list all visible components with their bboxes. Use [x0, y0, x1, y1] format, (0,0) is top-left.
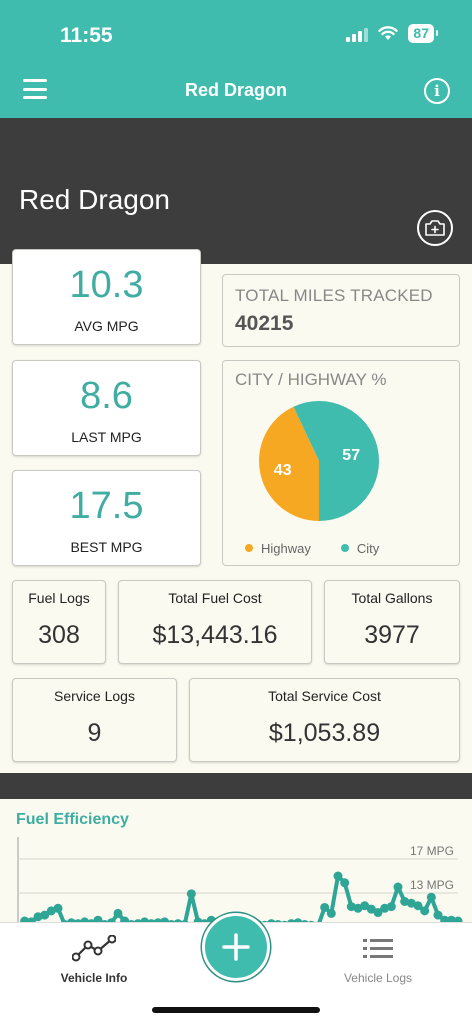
total-gallons-value: 3977: [364, 621, 420, 649]
best-mpg-label: BEST MPG: [70, 539, 143, 555]
data-point: [340, 878, 350, 888]
data-point: [113, 908, 123, 918]
total-miles-value: 40215: [235, 312, 294, 335]
total-gallons-card: Total Gallons 3977: [324, 580, 460, 664]
data-point: [366, 904, 376, 914]
y-tick-label: 13 MPG: [410, 878, 454, 892]
status-time: 11:55: [60, 24, 113, 47]
best-mpg-card: 17.5 BEST MPG: [12, 470, 201, 566]
menu-button[interactable]: [23, 79, 47, 99]
cellular-signal-icon: [346, 26, 369, 42]
section-divider: [0, 773, 472, 799]
line-chart-icon: [72, 935, 116, 962]
city-highway-pie-chart: 43 57: [259, 401, 379, 521]
data-point: [53, 903, 63, 913]
data-point: [120, 916, 130, 923]
pie-slice-highway: [259, 406, 319, 521]
data-point: [373, 908, 383, 918]
list-icon: [363, 939, 393, 958]
service-logs-label: Service Logs: [54, 688, 135, 704]
app-header: [0, 0, 472, 118]
data-point: [320, 902, 330, 912]
service-logs-value: 9: [87, 719, 102, 747]
total-gallons-label: Total Gallons: [351, 590, 433, 606]
total-fuel-cost-card: Total Fuel Cost $13,443.16: [118, 580, 312, 664]
data-point: [326, 908, 336, 918]
data-point: [106, 918, 116, 923]
pie-label-highway: 43: [274, 462, 292, 479]
data-point: [26, 917, 36, 923]
fuel-efficiency-section: 17 MPG 13 MPG Fuel Efficiency: [0, 799, 472, 923]
data-point: [453, 916, 463, 923]
data-point: [420, 906, 430, 916]
data-point: [440, 915, 450, 923]
data-point: [140, 917, 150, 923]
avg-mpg-label: AVG MPG: [74, 318, 139, 334]
data-point: [333, 871, 343, 881]
data-point: [393, 882, 403, 892]
pie-label-city: 57: [342, 447, 360, 464]
best-mpg-value: 17.5: [69, 485, 144, 527]
city-highway-card: CITY / HIGHWAY % 43 57 Highway City: [222, 360, 460, 566]
total-fuel-cost-label: Total Fuel Cost: [168, 590, 262, 606]
data-point: [186, 889, 196, 899]
battery-indicator: 87: [408, 24, 438, 43]
status-indicators: 87: [346, 24, 438, 43]
avg-mpg-value: 10.3: [69, 264, 144, 306]
tab-vehicle-info[interactable]: Vehicle Info: [34, 935, 154, 985]
y-tick-label: 17 MPG: [410, 844, 454, 858]
data-point: [93, 915, 103, 923]
plus-icon: [222, 933, 250, 961]
pie-chart-title: CITY / HIGHWAY %: [235, 370, 387, 389]
add-photo-button[interactable]: [417, 210, 453, 246]
camera-add-icon: [425, 220, 445, 236]
data-point: [66, 918, 76, 923]
last-mpg-value: 8.6: [80, 375, 133, 417]
pie-legend: Highway City: [245, 541, 379, 556]
data-point: [40, 910, 50, 920]
total-fuel-cost-value: $13,443.16: [152, 621, 278, 649]
data-point: [193, 917, 203, 923]
avg-mpg-card: 10.3 AVG MPG: [12, 249, 201, 345]
wifi-icon: [378, 26, 399, 40]
legend-label-highway: Highway: [261, 541, 311, 556]
info-icon[interactable]: i: [424, 78, 450, 104]
total-service-cost-card: Total Service Cost $1,053.89: [189, 678, 460, 762]
last-mpg-label: LAST MPG: [71, 429, 142, 445]
legend-item-highway: Highway: [245, 541, 311, 556]
vehicle-banner: Red Dragon: [0, 118, 472, 264]
legend-label-city: City: [356, 541, 380, 556]
total-miles-label: TOTAL MILES TRACKED: [235, 286, 433, 305]
last-mpg-card: 8.6 LAST MPG: [12, 360, 201, 456]
menu-icon-line: [23, 87, 47, 91]
data-point: [413, 901, 423, 911]
data-point: [160, 917, 170, 923]
data-point: [433, 910, 443, 920]
tab-vehicle-logs[interactable]: Vehicle Logs: [318, 935, 438, 985]
total-miles-card: TOTAL MILES TRACKED 40215: [222, 274, 460, 347]
data-point: [80, 917, 90, 923]
home-indicator: [152, 1007, 320, 1013]
vehicle-name: Red Dragon: [19, 184, 170, 215]
menu-icon-line: [23, 96, 47, 99]
fuel-efficiency-chart: 17 MPG 13 MPG: [15, 837, 463, 923]
pie-slice-city: [293, 401, 379, 521]
menu-icon-line: [23, 79, 47, 82]
service-logs-card: Service Logs 9: [12, 678, 177, 762]
fuel-logs-label: Fuel Logs: [28, 590, 90, 606]
legend-item-city: City: [340, 541, 380, 556]
fuel-logs-card: Fuel Logs 308: [12, 580, 106, 664]
total-service-cost-label: Total Service Cost: [268, 688, 381, 704]
data-point: [360, 901, 370, 911]
data-point: [293, 918, 303, 923]
fuel-efficiency-title: Fuel Efficiency: [16, 811, 129, 828]
data-point: [426, 892, 436, 902]
total-service-cost-value: $1,053.89: [268, 719, 381, 747]
fuel-logs-value: 308: [38, 621, 80, 649]
tab-vehicle-info-label: Vehicle Info: [60, 971, 128, 985]
add-log-button[interactable]: [202, 913, 270, 981]
header-title: Red Dragon: [184, 80, 287, 100]
tab-vehicle-logs-label: Vehicle Logs: [343, 971, 413, 985]
data-point: [386, 902, 396, 912]
